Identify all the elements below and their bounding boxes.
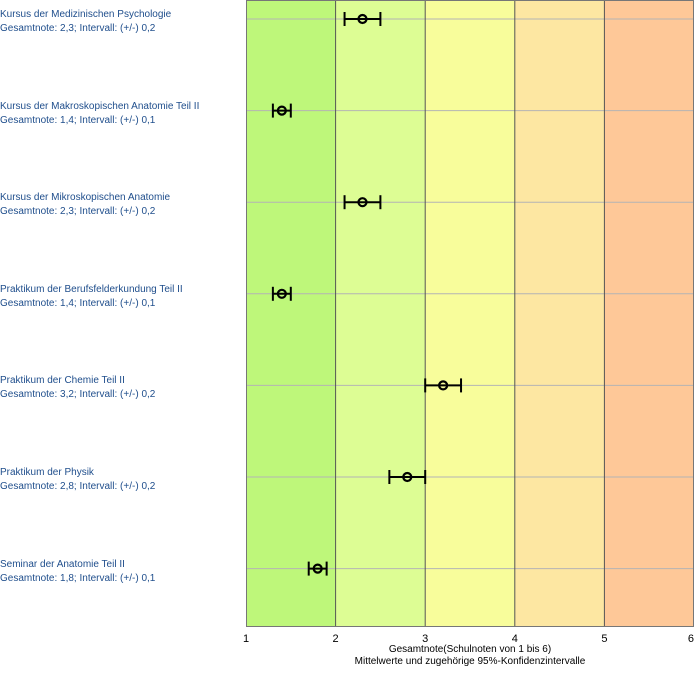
course-title: Kursus der Makroskopischen Anatomie Teil… xyxy=(0,100,200,112)
grade-band-2 xyxy=(335,0,426,627)
course-title: Kursus der Medizinischen Psychologie xyxy=(0,9,172,20)
mean-marker xyxy=(357,13,368,25)
grade-band-1 xyxy=(246,0,336,627)
mean-marker xyxy=(276,105,287,116)
course-grade-detail: Gesamtnote: 2,8; Intervall: (+/-) 0,2 xyxy=(0,481,156,492)
course-grade-detail: Gesamtnote: 2,3; Intervall: (+/-) 0,2 xyxy=(0,23,156,34)
row-label: Kursus der Mikroskopischen Anatomie Gesam… xyxy=(0,191,243,219)
grade-band-4 xyxy=(514,0,605,627)
row-label: Seminar der Anatomie Teil II Gesamtnote: … xyxy=(0,558,243,586)
course-title: Praktikum der Chemie Teil II xyxy=(0,375,125,387)
course-grade-detail: Gesamtnote: 1,4; Intervall: (+/-) 0,1 xyxy=(0,297,156,309)
x-tick-label: 6 xyxy=(688,633,694,645)
row-label: Kursus der Makroskopischen Anatomie Teil… xyxy=(0,100,243,128)
x-axis-title: Gesamtnote(Schulnoten von 1 bis 6) Mitte… xyxy=(246,644,694,668)
mean-marker xyxy=(402,471,413,483)
row-label: Kursus der Medizinischen Psychologie Gesa… xyxy=(0,8,243,36)
x-tick-label: 4 xyxy=(512,633,518,645)
x-tick-label: 1 xyxy=(243,633,249,645)
course-grade-detail: Gesamtnote: 1,4; Intervall: (+/-) 0,1 xyxy=(0,114,156,126)
course-title: Praktikum der Berufsfelderkundung Teil I… xyxy=(0,283,183,295)
course-grade-detail: Gesamtnote: 2,3; Intervall: (+/-) 0,2 xyxy=(0,206,156,218)
row-label: Praktikum der Berufsfelderkundung Teil I… xyxy=(0,283,243,311)
plot-frame xyxy=(246,0,694,627)
mean-marker xyxy=(276,288,287,299)
course-grade-detail: Gesamtnote: 3,2; Intervall: (+/-) 0,2 xyxy=(0,389,156,401)
grade-band-3 xyxy=(425,0,515,627)
course-title: Praktikum der Physik xyxy=(0,467,94,478)
mean-marker xyxy=(312,563,323,574)
row-label: Praktikum der Chemie Teil II Gesamtnote: … xyxy=(0,374,243,402)
course-title: Seminar der Anatomie Teil II xyxy=(0,558,125,570)
grade-band-5 xyxy=(604,0,694,627)
x-tick-label: 3 xyxy=(422,633,428,645)
course-grade-detail: Gesamtnote: 1,8; Intervall: (+/-) 0,1 xyxy=(0,572,156,584)
mean-marker xyxy=(438,380,449,391)
x-tick-label: 2 xyxy=(333,633,339,645)
x-axis-label: Gesamtnote(Schulnoten von 1 bis 6) xyxy=(388,644,552,655)
row-label: Praktikum der Physik Gesamtnote: 2,8; Int… xyxy=(0,466,243,494)
mean-marker xyxy=(357,197,368,208)
x-tick-label: 5 xyxy=(601,633,607,645)
course-title: Kursus der Mikroskopischen Anatomie xyxy=(0,192,171,204)
x-axis-sublabel: Mittelwerte und zugehörige 95%-Konfidenz… xyxy=(354,656,586,667)
